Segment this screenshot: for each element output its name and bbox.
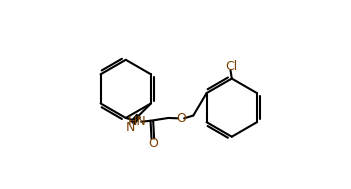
Text: HN: HN	[128, 115, 146, 128]
Text: Cl: Cl	[225, 60, 238, 73]
Text: O: O	[148, 137, 158, 150]
Text: N: N	[126, 121, 135, 133]
Text: O: O	[176, 112, 186, 125]
